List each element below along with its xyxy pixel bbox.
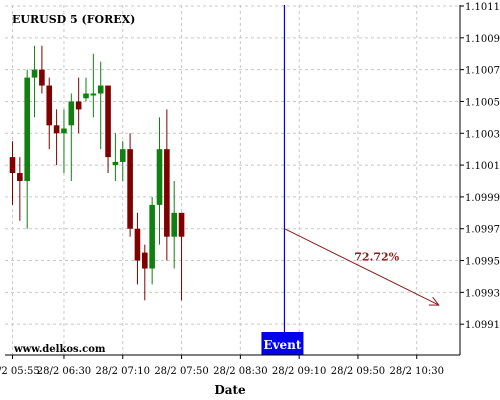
candle-body — [31, 69, 38, 78]
y-tick-label: 1.0993 — [465, 288, 500, 299]
candle-body — [17, 173, 23, 181]
candle — [142, 244, 148, 301]
candle-body — [68, 101, 75, 126]
candle-body — [90, 93, 97, 96]
candle — [171, 181, 177, 269]
candle — [17, 157, 23, 221]
candle — [46, 77, 53, 150]
candle-body — [46, 85, 53, 126]
candle-body — [112, 161, 119, 166]
projection-label: 72.72% — [354, 250, 399, 263]
candle — [149, 196, 155, 285]
x-tick-label: 28/2 09:10 — [272, 366, 326, 377]
candle-body — [9, 157, 16, 174]
candle-body — [134, 228, 141, 261]
candle — [105, 85, 111, 174]
candle-body — [156, 149, 163, 205]
projection-line — [284, 228, 440, 306]
y-tick-label: 1.1005 — [465, 97, 500, 108]
candle-body — [53, 125, 60, 134]
event-label-box — [261, 332, 304, 355]
candle — [39, 45, 45, 94]
candle — [164, 109, 170, 261]
candle — [31, 45, 38, 118]
candle — [134, 212, 141, 285]
candle — [68, 93, 75, 181]
y-axis: 1.1011 1.1009 1.1007 1.1005 1.1003 1.1001 1.09… — [460, 2, 500, 331]
x-tick-label: 28/2 09:50 — [331, 366, 385, 377]
candle — [90, 53, 97, 118]
candle-body — [149, 204, 155, 269]
candle-body — [142, 252, 148, 269]
chart-title: EURUSD 5 (FOREX) — [12, 13, 135, 26]
candle — [119, 141, 126, 181]
candle — [112, 133, 119, 181]
candle-body — [83, 93, 89, 99]
candle-body — [39, 69, 45, 86]
y-tick-label: 1.0999 — [465, 193, 500, 204]
candle — [97, 61, 104, 150]
y-tick-label: 1.1009 — [465, 34, 500, 45]
candle-body — [164, 149, 170, 237]
grid-lines — [5, 5, 460, 355]
y-tick-label: 1.1001 — [465, 161, 500, 172]
candle — [24, 69, 30, 229]
projection-arrowhead — [428, 296, 440, 306]
x-tick-label: 28/2 08:30 — [213, 366, 267, 377]
candle — [9, 141, 16, 205]
x-tick-label: 28/2 10:30 — [390, 366, 444, 377]
candle — [178, 212, 185, 301]
candle-body — [127, 149, 133, 229]
y-tick-label: 1.1003 — [465, 129, 500, 140]
y-tick-label: 1.0997 — [465, 225, 500, 236]
event-marker: Event — [261, 5, 304, 355]
projection: 72.72% — [284, 228, 440, 306]
candle — [61, 109, 67, 174]
x-tick-label: 28/2 06:30 — [37, 366, 91, 377]
candle-body — [105, 85, 111, 158]
candle — [127, 133, 133, 237]
candle — [75, 77, 82, 134]
x-tick-label: 28/2 07:50 — [154, 366, 208, 377]
y-tick-label: 1.0995 — [465, 257, 500, 268]
candle-body — [119, 149, 126, 162]
candle — [53, 109, 60, 166]
x-tick-label: 28/2 05:55 — [0, 366, 40, 377]
x-tick-label: 28/2 07:10 — [96, 366, 150, 377]
candle-body — [171, 212, 177, 237]
y-tick-label: 1.0991 — [465, 320, 500, 331]
y-tick-label: 1.1011 — [465, 2, 500, 13]
watermark: www.delkos.com — [13, 344, 106, 355]
candle-body — [75, 101, 82, 110]
candle — [156, 117, 163, 245]
event-label: Event — [263, 338, 301, 352]
candles — [9, 45, 185, 301]
y-tick-label: 1.1007 — [465, 66, 500, 77]
x-axis-title: Date — [214, 383, 246, 397]
candle — [83, 77, 89, 102]
candle-body — [61, 128, 67, 134]
candle-body — [24, 77, 30, 181]
candle-body — [97, 85, 104, 94]
candle-body — [178, 212, 185, 237]
